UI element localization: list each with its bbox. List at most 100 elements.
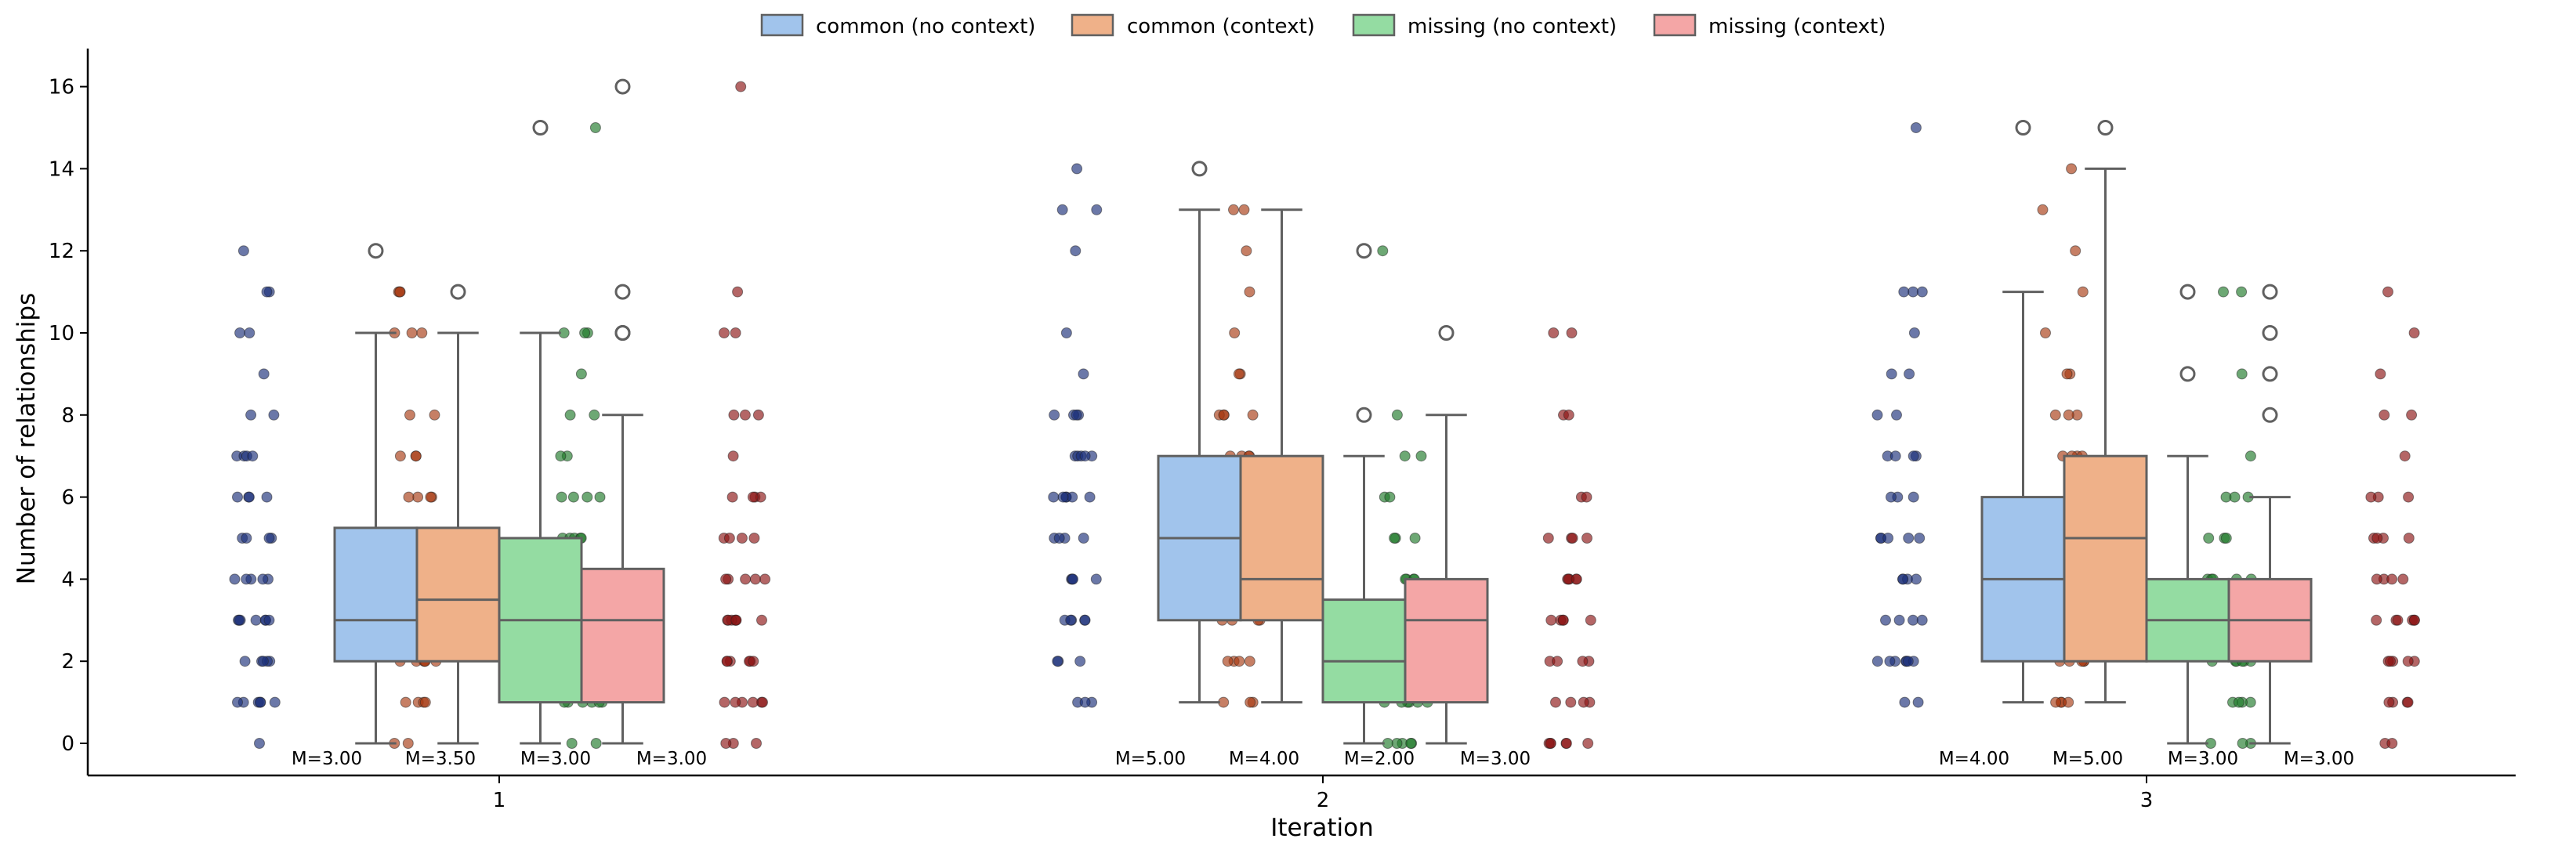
strip-point [1886,491,1897,503]
strip-point [2066,163,2078,175]
strip-point [1415,450,1427,462]
strip-point [1911,573,1922,585]
strip-point [1914,533,1926,544]
strip-point [2403,491,2415,503]
legend: common (no context) common (context) missi… [760,13,1886,38]
strip-point [567,491,579,503]
strip-point [1871,409,1883,421]
strip-point [2220,533,2232,544]
strip-point [730,327,741,338]
outlier-marker [1438,325,1455,341]
outlier-marker [614,325,631,341]
strip-point [1904,368,1915,380]
strip-point [257,656,269,667]
strip-point [564,409,576,421]
strip-point [1389,533,1400,544]
box [333,526,418,663]
strip-point [728,409,740,421]
strip-point [1903,533,1915,544]
box [580,567,665,704]
strip-point [1067,491,1078,503]
strip-point [1577,656,1589,667]
legend-swatch [760,13,804,37]
strip-point [1384,491,1396,503]
legend-swatch [1071,13,1114,37]
strip-point [1377,245,1389,257]
strip-point [425,491,437,503]
strip-point [257,573,269,585]
strip-point [2218,286,2229,298]
outlier-marker [2179,366,2196,382]
y-tick-label: 14 [49,157,74,181]
strip-point [2037,204,2049,215]
y-tick-label: 0 [61,732,74,756]
strip-point [589,409,600,421]
strip-point [1899,696,1911,708]
box [1321,598,1407,704]
strip-point [404,409,415,421]
outlier-marker [2262,284,2278,300]
strip-point [579,327,591,338]
strip-point [263,533,275,544]
strip-point [2365,491,2377,503]
strip-point [1247,409,1259,421]
strip-point [2386,573,2398,585]
strip-point [1233,368,1245,380]
strip-point [2399,450,2411,462]
strip-point [2402,656,2414,667]
strip-point [1908,491,1919,503]
strip-point [2402,696,2414,708]
strip-point [2070,245,2081,257]
strip-point [719,696,730,708]
strip-point [237,245,249,257]
strip-point [258,368,270,380]
strip-point [1057,491,1069,503]
strip-point [416,327,428,338]
strip-point [757,696,768,708]
strip-point [261,491,273,503]
strip-point [736,533,748,544]
strip-point [1581,533,1592,544]
strip-point [2379,409,2390,421]
outlier-marker [1356,243,1372,259]
strip-point [2050,696,2062,708]
strip-point [1891,409,1902,421]
strip-point [1228,204,1239,215]
strip-point [751,738,762,749]
strip-point [1234,656,1245,667]
strip-point [269,696,281,708]
strip-point [1399,450,1411,462]
strip-point [727,450,739,462]
strip-point [1244,656,1255,667]
strip-point [739,409,751,421]
strip-point [2382,286,2393,298]
strip-point [2371,573,2382,585]
strip-point [748,656,759,667]
strip-point [566,738,578,749]
strip-point [1391,409,1403,421]
plot-area: M=3.00 M=5.00 M=4.00 M=3.50 M=4.00 M=5.00 M=3.… [229,78,2420,769]
outlier-marker [2262,407,2278,423]
strip-point [740,573,752,585]
strip-point [1391,738,1403,749]
strip-point [1074,656,1086,667]
strip-point [1052,656,1063,667]
outlier-marker [2015,120,2031,136]
median-label: M=2.00 [1344,749,1415,769]
outlier-marker [2262,366,2278,382]
strip-point [1585,614,1596,626]
strip-point [2385,656,2396,667]
strip-point [1071,409,1082,421]
strip-point [419,696,431,708]
x-axis-title: Iteration [1270,814,1374,842]
strip-point [1078,368,1089,380]
strip-point [720,738,732,749]
y-axis-title: Number of relationships [13,293,41,584]
strip-point [2229,491,2241,503]
strip-point [1405,738,1417,749]
strip-point [263,614,275,626]
strip-point [243,491,255,503]
strip-point [1912,696,1924,708]
strip-point [247,450,259,462]
